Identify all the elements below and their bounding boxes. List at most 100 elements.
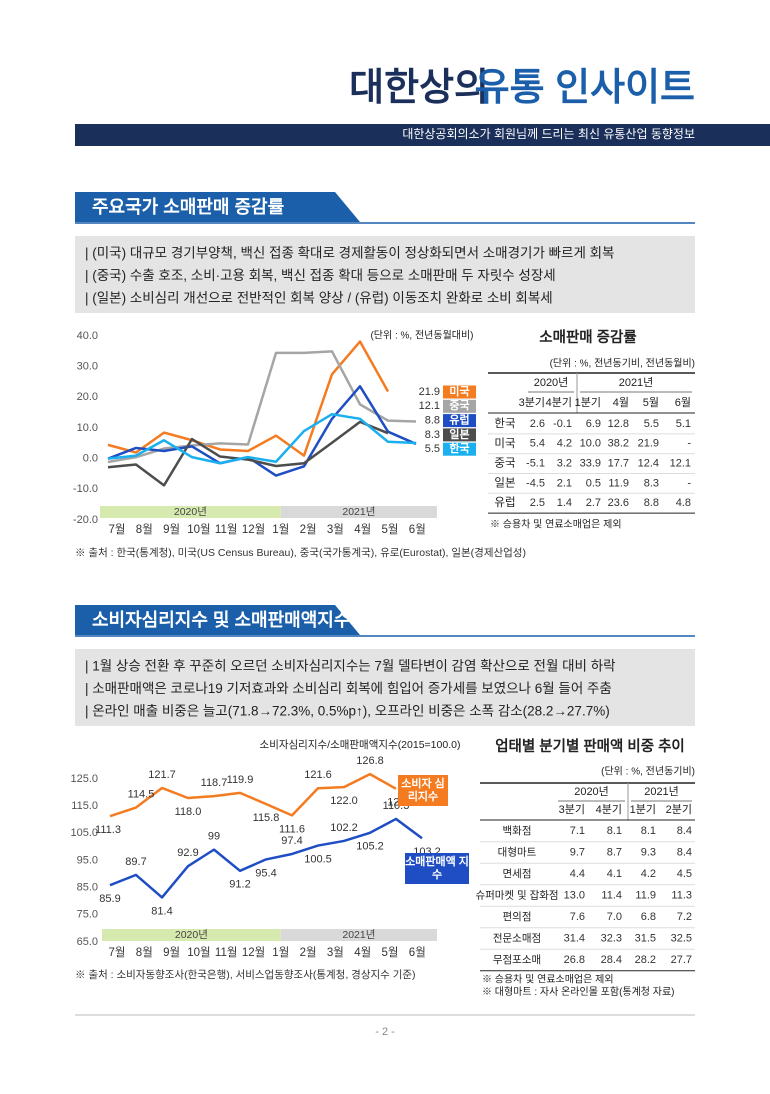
table-cell: 6.8 (641, 911, 656, 923)
table-cell: 11.4 (601, 889, 622, 901)
series-line (109, 817, 423, 899)
table-cell: 4.1 (607, 868, 622, 880)
summary-line: | 온라인 매출 비중은 늘고(71.8→72.3%, 0.5%p↑), 오프라… (85, 704, 610, 719)
legend-label: 중국 (449, 399, 469, 412)
table-cell: -0.1 (553, 418, 572, 430)
x-tick-label: 7월 (109, 946, 126, 959)
legend-label: 유럽 (449, 413, 469, 427)
table-column: 2분기 (666, 803, 692, 816)
end-value: 21.9 (419, 386, 440, 398)
data-label: 92.9 (177, 847, 198, 859)
data-label: 100.5 (304, 853, 332, 865)
table-cell: 2.1 (557, 477, 572, 489)
table-note: ※ 대형마트 : 자사 온라인몰 포함(통계청 자료) (482, 986, 675, 998)
table-row-name: 전문소매점 (493, 932, 541, 944)
data-label: 102.2 (330, 822, 358, 834)
data-label: 122.0 (330, 795, 358, 807)
x-tick-label: 7월 (109, 523, 126, 536)
table-cell: 23.6 (608, 497, 629, 509)
table-cell: 31.4 (564, 932, 585, 944)
table-row-name: 면세점 (503, 868, 532, 880)
table-cell: 7.6 (570, 911, 585, 923)
table-cell: 28.2 (635, 954, 656, 966)
table-column: 4분기 (596, 803, 622, 816)
table-cell: -4.5 (526, 477, 545, 489)
table-row-name: 중국 (494, 458, 515, 470)
table-cell: 4.8 (676, 497, 691, 509)
table-cell: 8.4 (677, 846, 692, 858)
data-label: 105.2 (356, 841, 384, 853)
y-tick-label: 115.0 (71, 800, 98, 812)
table-cell: 4.2 (641, 868, 656, 880)
x-tick-label: 6월 (409, 523, 426, 536)
x-tick-label: 6월 (409, 946, 426, 959)
table-row-name: 무점포소매 (493, 954, 541, 966)
table-note: ※ 승용차 및 연료소매업은 제외 (482, 973, 614, 986)
data-label: 118.0 (175, 806, 202, 818)
period-band (100, 506, 281, 518)
table-row-name: 슈퍼마켓 및 잡화점 (475, 889, 558, 901)
x-tick-label: 2월 (300, 523, 317, 536)
subtitle-bar (75, 124, 770, 146)
data-label: 115.8 (253, 812, 280, 824)
subtitle: 대한상공회의소가 회원님께 드리는 최신 유통산업 동향정보 (402, 127, 695, 141)
chart-source: ※ 출처 : 소비자동향조사(한국은행), 서비스업동향조사(통계청, 경상지수… (75, 968, 416, 981)
table-cell: 5.4 (530, 438, 545, 450)
series-line (109, 772, 397, 818)
table-cell: 7.2 (677, 911, 692, 923)
y-tick-label: 0.0 (83, 453, 98, 465)
x-tick-label: 12월 (242, 523, 265, 536)
period-label: 2020년 (174, 506, 207, 518)
table-cell: 8.1 (607, 825, 622, 837)
table-cell: 5.5 (644, 418, 659, 430)
data-label: 91.2 (229, 879, 250, 891)
table-cell: 4.5 (677, 868, 692, 880)
table-cell: 11.9 (635, 889, 656, 901)
table-cell: 11.3 (671, 889, 692, 901)
table-cell: 3.2 (557, 458, 572, 470)
table-note: ※ 승용차 및 연료소매업은 제외 (490, 518, 622, 531)
table-column: 3분기 (559, 803, 585, 816)
x-tick-label: 10월 (187, 523, 210, 536)
table-row-name: 대형마트 (498, 846, 537, 858)
summary-box (75, 236, 695, 313)
period-label: 2021년 (342, 506, 375, 518)
data-label: 89.7 (125, 856, 146, 868)
table-cell: 38.2 (608, 438, 629, 450)
table-column: 5월 (643, 396, 659, 409)
table-cell: 21.9 (638, 438, 659, 450)
table-row-name: 유럽 (494, 495, 515, 509)
end-value: 8.3 (425, 429, 440, 441)
table-cell: 2.5 (530, 497, 545, 509)
table-cell: 5.1 (676, 418, 691, 430)
data-label: 111.6 (279, 823, 305, 835)
period-band (102, 929, 281, 941)
table-cell: 2.6 (530, 418, 545, 430)
data-label: 126.8 (356, 755, 384, 767)
table-group: 2020년 (534, 376, 569, 389)
table-cell: 9.3 (641, 846, 656, 858)
data-label: 97.4 (281, 835, 302, 847)
table-cell: -5.1 (526, 458, 545, 470)
y-tick-label: 85.0 (77, 882, 98, 894)
legend-label: 일본 (449, 427, 469, 441)
legend-label: 한국 (449, 441, 469, 455)
table-column: 6월 (675, 396, 691, 409)
x-tick-label: 8월 (136, 946, 153, 959)
table-cell: 0.5 (586, 477, 601, 489)
chart-source: ※ 출처 : 한국(통계청), 미국(US Census Bureau), 중국… (75, 546, 526, 559)
section-title: 주요국가 소매판매 증감률 (92, 197, 284, 217)
end-value: 8.8 (425, 415, 440, 427)
y-tick-label: 75.0 (77, 909, 98, 921)
x-tick-label: 11월 (215, 946, 238, 959)
table-cell: 8.8 (644, 497, 659, 509)
summary-box (75, 649, 695, 726)
legend-swatch (443, 385, 476, 399)
table-cell: 12.8 (608, 418, 629, 430)
series-line (107, 420, 389, 487)
table-cell: 8.4 (677, 825, 692, 837)
data-label: 99 (208, 831, 220, 843)
table-column: 4분기 (546, 396, 572, 409)
